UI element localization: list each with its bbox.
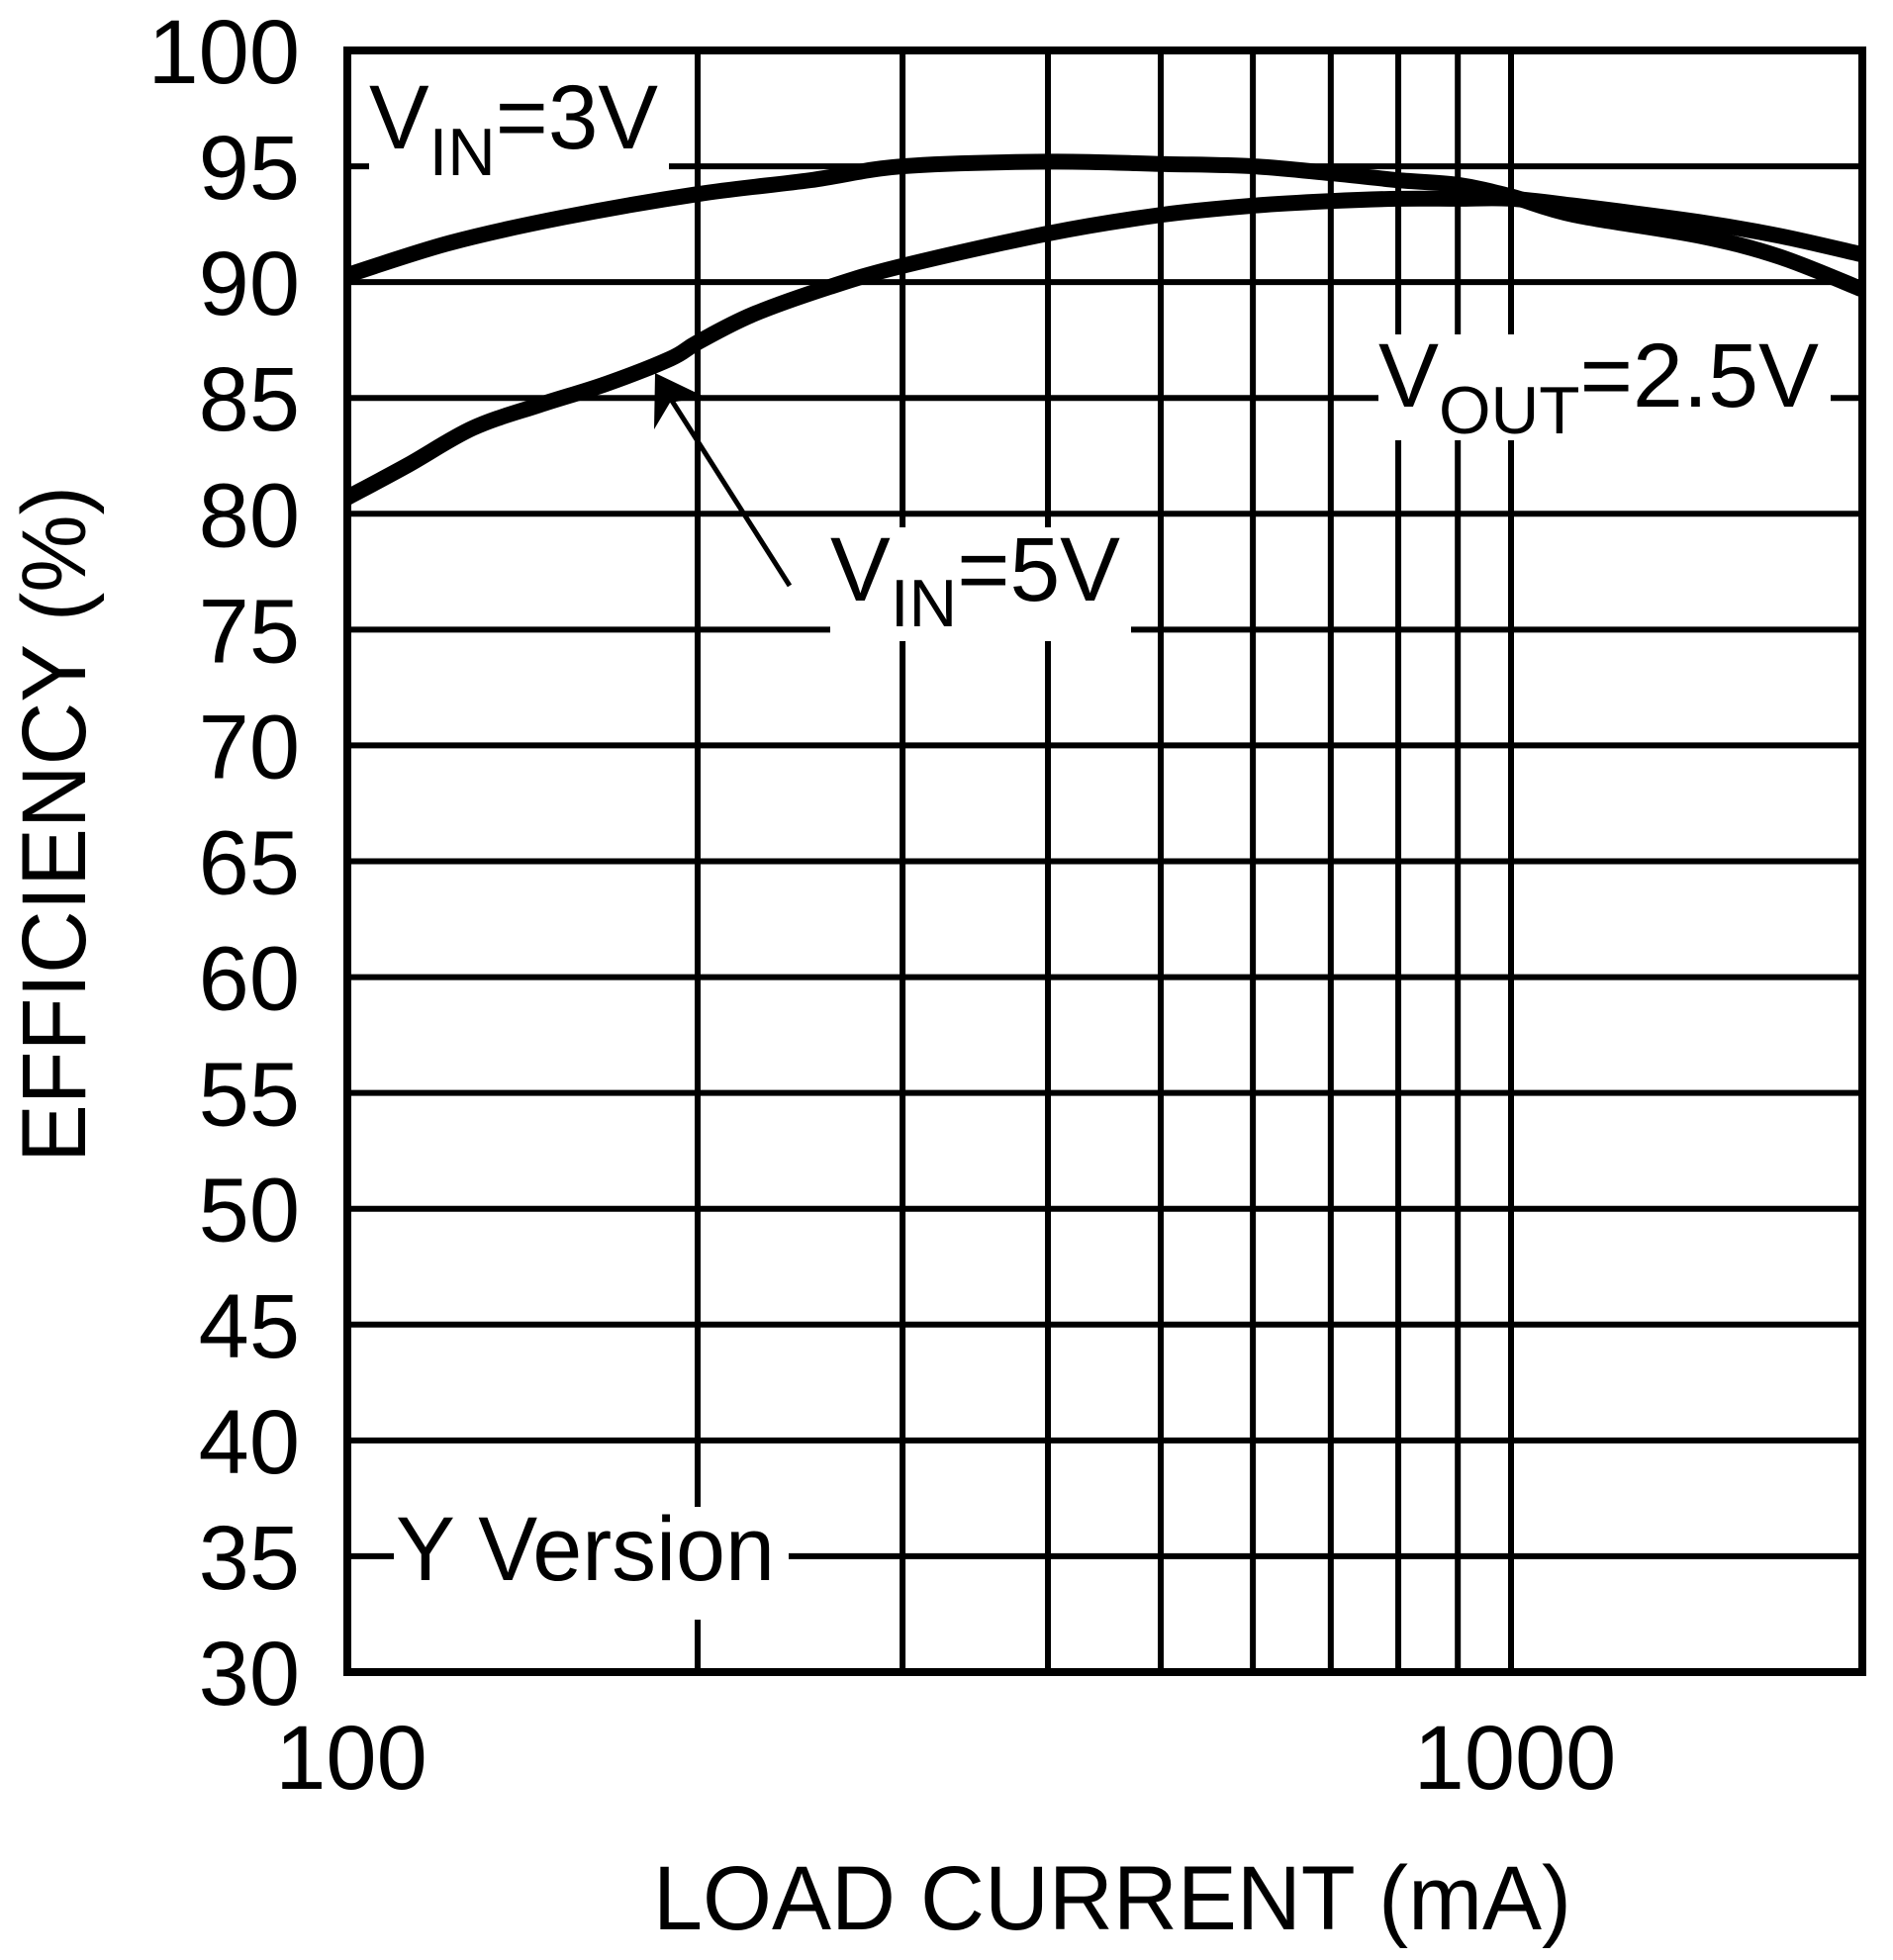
data-curves [343,153,1864,505]
label-background [369,61,669,188]
annotation-rest: =3V [496,67,658,168]
y-tick-label: 35 [199,1508,300,1609]
label-background [1378,334,1831,440]
annotation-rest: =5V [957,519,1120,620]
y-tick-label: 75 [199,581,300,682]
y-tick-label: 30 [199,1624,300,1725]
y-tick-label: 45 [199,1276,300,1377]
y-tick-label: 85 [199,349,300,450]
label-backgrounds [369,61,1831,1620]
annotation-subscript: OUT [1439,373,1580,448]
y-tick-label: 90 [199,233,300,334]
y-tick-label: 80 [199,465,300,566]
y-tick-label: 50 [199,1161,300,1261]
x-tick-label: 100 [275,1708,427,1809]
x-axis-title: LOAD CURRENT (mA) [653,1848,1571,1949]
annotation-main: V [369,67,429,168]
label-background [394,1507,789,1620]
series-line-vin-5v [343,190,1863,505]
annotation-subscript: IN [891,566,957,641]
annotation-vout: VOUT=2.5V [1378,326,1819,448]
plot-border [343,47,1866,1676]
annotation-main: V [830,519,891,620]
y-tick-label: 100 [148,2,301,103]
label-background [830,527,1131,641]
x-axis-tick-labels: 100 1000 [275,1708,1616,1809]
annotation-vin-5v: VIN=5V [830,519,1120,641]
y-tick-label: 55 [199,1045,300,1146]
x-tick-label: 1000 [1414,1708,1617,1809]
y-tick-label: 60 [199,929,300,1030]
y-axis-tick-labels: 100 95 90 85 80 75 70 65 60 55 50 45 40 35 30 [148,2,301,1725]
annotation-arrow [654,373,793,588]
annotation-main: V [1378,326,1439,426]
arrow-shaft [662,388,793,588]
annotation-vin-3v: VIN=3V [369,67,658,190]
grid-lines [347,50,1862,1672]
annotation-subscript: IN [429,115,496,190]
annotation-y-version: Y Version [396,1499,775,1600]
y-tick-label: 40 [199,1392,300,1493]
y-tick-label: 70 [199,697,300,797]
arrow-head-icon [654,373,705,429]
y-axis-title: EFFICIENCY (%) [4,486,105,1163]
y-tick-label: 65 [199,813,300,914]
series-line-vin-3v [344,153,1864,297]
y-tick-label: 95 [199,118,300,219]
annotation-rest: =2.5V [1580,326,1819,426]
